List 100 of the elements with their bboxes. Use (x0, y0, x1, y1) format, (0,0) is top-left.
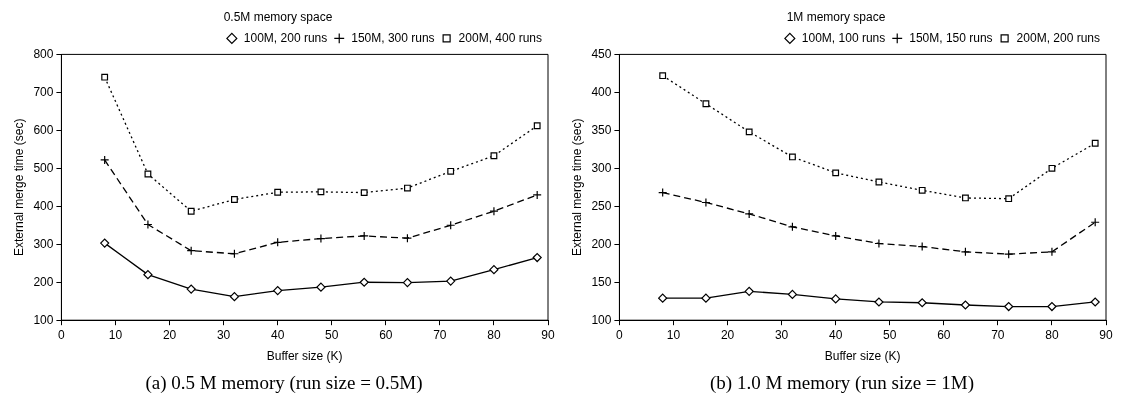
point (359, 277, 369, 287)
y-tick-label: 600 (33, 122, 54, 137)
point (489, 265, 499, 275)
x-tick-label: 40 (829, 327, 843, 342)
text: (a) 0.5 M memory (run size = 0.5M) (144, 372, 424, 394)
legend-label: 100M, 100 runs (801, 30, 886, 45)
text: (b) 1.0 M memory (run size = 1M) (709, 372, 975, 394)
x-tick-label: 70 (433, 327, 447, 342)
point (658, 293, 668, 303)
point (1004, 249, 1014, 259)
x-tick-label: 10 (108, 327, 123, 342)
point (701, 197, 711, 208)
point (1047, 247, 1057, 257)
x-tick-label: 70 (991, 327, 1005, 342)
legend-label: 150M, 150 runs (909, 30, 993, 45)
point (1004, 301, 1014, 312)
x-tick-label: 60 (379, 327, 393, 342)
point (702, 100, 710, 108)
y-tick-label: 200 (591, 236, 612, 251)
y-tick-label: 300 (591, 160, 612, 175)
point (1048, 164, 1056, 172)
y-tick-label: 450 (591, 46, 612, 61)
x-tick-label: 50 (325, 327, 339, 342)
point (1091, 139, 1099, 147)
point (875, 178, 883, 186)
legend-label: 100M, 200 runs (243, 30, 328, 45)
point (744, 286, 754, 296)
x-tick-label: 40 (271, 327, 285, 342)
y-tick-label: 150 (591, 274, 612, 289)
point (918, 186, 926, 194)
x-tick-label: 90 (541, 327, 555, 342)
point (745, 128, 753, 136)
x-axis-title: Buffer size (K) (824, 349, 901, 364)
y-tick-label: 250 (591, 198, 612, 213)
point (229, 292, 240, 302)
point (100, 155, 110, 165)
point (317, 188, 325, 196)
y-tick-label: 400 (33, 198, 54, 213)
point (101, 73, 109, 81)
x-tick-label: 50 (883, 327, 897, 342)
point (874, 297, 884, 307)
point (186, 284, 196, 294)
x-tick-label: 20 (720, 327, 735, 342)
y-tick-label: 400 (591, 84, 612, 99)
chart-title: 0.5M memory space (223, 9, 333, 24)
point (659, 72, 667, 80)
x-tick-label: 30 (774, 327, 789, 342)
x-tick-label: 90 (1099, 327, 1113, 342)
x-tick-label: 0 (616, 327, 624, 342)
y-tick-label: 800 (33, 46, 54, 61)
point (273, 285, 283, 296)
point (701, 293, 711, 303)
x-tick-label: 60 (937, 327, 951, 342)
point (960, 247, 971, 257)
point (1047, 301, 1057, 312)
point (874, 238, 884, 249)
point (402, 278, 413, 288)
x-tick-label: 0 (58, 327, 66, 342)
y-tick-label: 100 (33, 312, 54, 327)
point (917, 298, 927, 308)
point (274, 188, 282, 196)
point (1005, 195, 1013, 203)
y-tick-label: 500 (33, 160, 54, 175)
point (960, 300, 971, 310)
point (490, 152, 498, 160)
point (744, 209, 754, 219)
y-tick-label: 700 (33, 84, 54, 99)
y-tick-label: 300 (33, 236, 54, 251)
point (316, 233, 326, 244)
point (404, 184, 411, 192)
point (489, 206, 499, 216)
x-tick-label: 10 (666, 327, 681, 342)
point (831, 231, 841, 241)
point (962, 194, 969, 202)
point (360, 189, 368, 197)
y-axis-title: External merge time (sec) (569, 118, 584, 256)
point (831, 294, 841, 304)
y-tick-label: 350 (591, 122, 612, 137)
point (1090, 297, 1100, 307)
legend-label: 150M, 300 runs (351, 30, 435, 45)
y-axis-title: External merge time (sec) (11, 118, 26, 256)
y-tick-label: 100 (591, 312, 612, 327)
point (789, 153, 796, 161)
point (100, 238, 110, 248)
point (447, 167, 455, 175)
point (143, 219, 153, 230)
y-tick-label: 200 (33, 274, 54, 289)
point (533, 122, 541, 130)
point (144, 170, 152, 178)
x-tick-label: 80 (1045, 327, 1059, 342)
x-tick-label: 20 (162, 327, 177, 342)
x-tick-label: 30 (216, 327, 231, 342)
point (532, 190, 542, 200)
chart-title: 1M memory space (786, 9, 886, 24)
point (187, 207, 195, 215)
point (787, 289, 798, 299)
point (832, 169, 840, 177)
point (359, 231, 369, 241)
point (532, 252, 542, 263)
x-axis-title: Buffer size (K) (266, 349, 343, 364)
